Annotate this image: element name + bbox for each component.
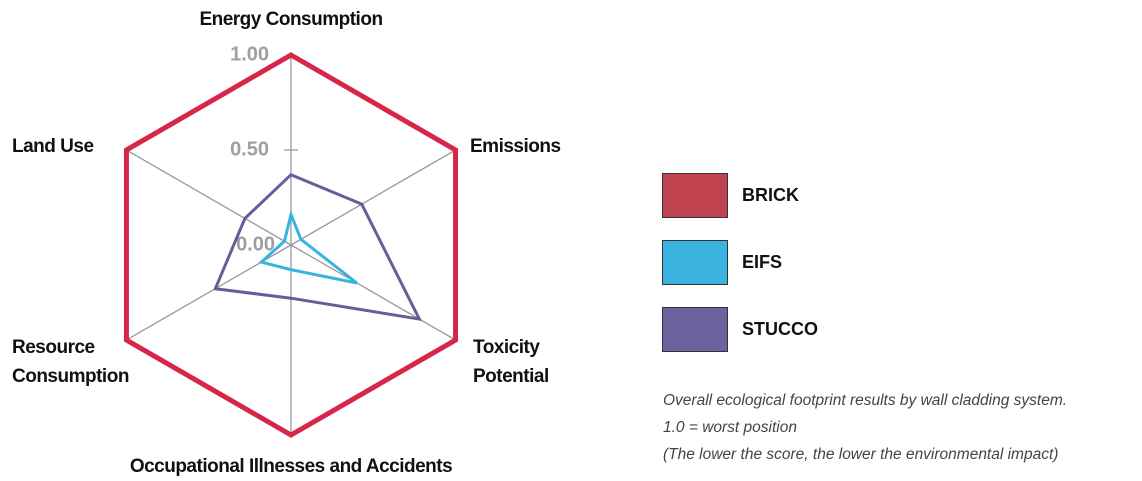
axis-line (290, 149, 456, 246)
legend-label: STUCCO (742, 319, 818, 339)
axis-label: Energy Consumption (199, 9, 383, 30)
note: Overall ecological footprint results by … (663, 392, 1068, 409)
axis-label: Occupational Illnesses and Accidents (129, 456, 453, 477)
axis-label: Land Use (12, 136, 94, 157)
axis-label: Resource Consumption (12, 337, 129, 387)
note: 1.0 = worst position (663, 419, 797, 436)
legend-label: BRICK (742, 185, 799, 205)
r-tick-label: 0.50 (230, 138, 269, 160)
axis-label: Emissions (470, 136, 561, 157)
axis-line (290, 244, 456, 341)
legend-swatch (662, 240, 728, 285)
legend-swatch (662, 173, 728, 218)
axis-label: Toxicity Potential (473, 337, 549, 387)
series-line (258, 209, 358, 285)
legend-swatch (662, 307, 728, 352)
r-tick-label: 0.00 (236, 233, 275, 255)
r-tick-label: 1.00 (230, 43, 269, 65)
legend-label: EIFS (742, 252, 783, 272)
series-line (123, 52, 459, 438)
series-line (213, 172, 423, 322)
axis-line (126, 149, 292, 246)
note: (The lower the score, the lower the envi… (663, 446, 1059, 463)
